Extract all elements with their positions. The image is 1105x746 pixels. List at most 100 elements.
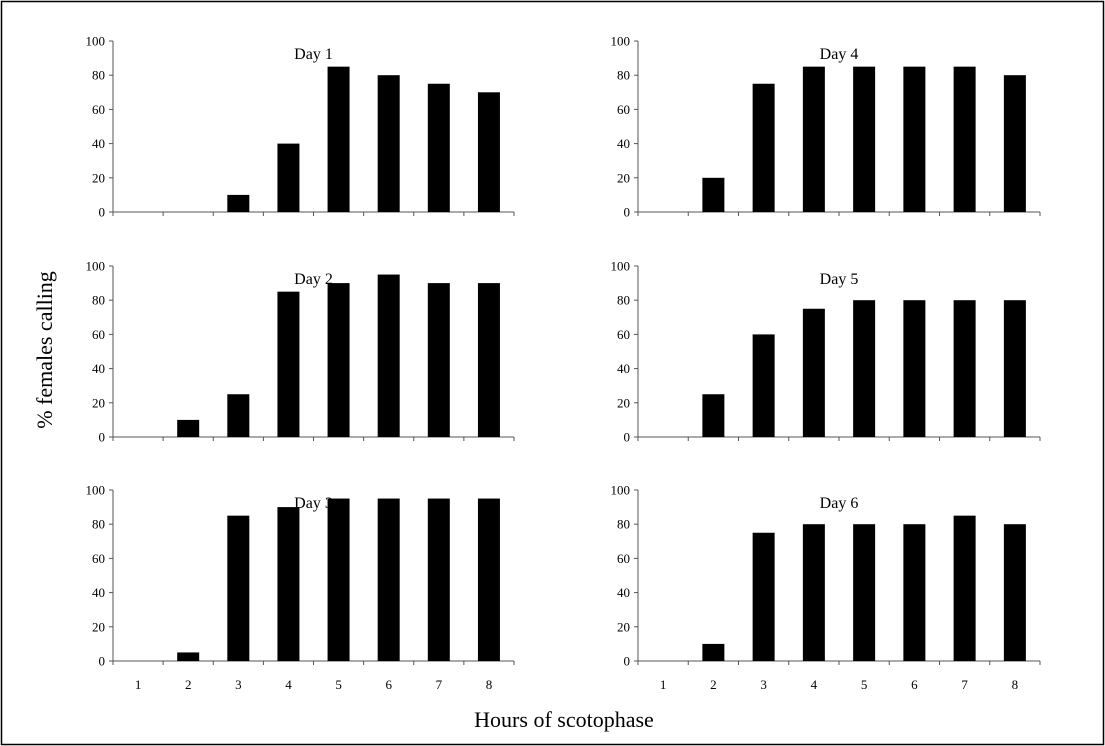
bar-8 bbox=[1003, 300, 1026, 437]
y-tick-label: 0 bbox=[99, 205, 106, 220]
y-tick-label: 0 bbox=[99, 654, 106, 669]
y-tick-label: 80 bbox=[617, 293, 630, 308]
bar-5 bbox=[853, 300, 876, 437]
y-tick-label: 20 bbox=[92, 395, 105, 410]
y-tick-label: 60 bbox=[617, 102, 630, 117]
bar-4 bbox=[277, 291, 300, 437]
bar-3 bbox=[227, 194, 250, 212]
bar-5 bbox=[327, 498, 350, 661]
y-tick-label: 60 bbox=[92, 327, 105, 342]
x-tick-label: 5 bbox=[861, 677, 868, 692]
bar-5 bbox=[853, 66, 876, 213]
y-tick-label: 0 bbox=[624, 205, 631, 220]
bar-3 bbox=[227, 515, 250, 661]
bar-4 bbox=[802, 524, 825, 661]
bar-5 bbox=[327, 66, 350, 213]
y-tick-label: 100 bbox=[611, 483, 631, 498]
bar-6 bbox=[903, 300, 926, 437]
bar-8 bbox=[477, 498, 500, 661]
bar-7 bbox=[427, 83, 450, 212]
y-tick-label: 80 bbox=[92, 68, 105, 83]
y-tick-label: 40 bbox=[617, 136, 630, 151]
bar-6 bbox=[377, 274, 400, 437]
x-tick-label: 4 bbox=[285, 677, 292, 692]
y-tick-label: 100 bbox=[611, 259, 631, 274]
bar-3 bbox=[752, 532, 775, 661]
bar-7 bbox=[953, 515, 976, 661]
panel-3: 0 20 40 60 80 100 Day 2 bbox=[86, 259, 515, 445]
y-tick-label: 80 bbox=[92, 517, 105, 532]
panel-title: Day 6 bbox=[820, 495, 859, 512]
y-tick-label: 100 bbox=[86, 483, 106, 498]
bar-4 bbox=[802, 66, 825, 213]
y-tick-label: 40 bbox=[92, 585, 105, 600]
panel-title: Day 5 bbox=[820, 271, 859, 288]
bar-2 bbox=[702, 394, 725, 437]
x-tick-label: 3 bbox=[235, 677, 242, 692]
bar-4 bbox=[277, 143, 300, 212]
y-tick-label: 20 bbox=[617, 619, 630, 634]
y-tick-label: 80 bbox=[617, 517, 630, 532]
y-tick-label: 40 bbox=[617, 361, 630, 376]
y-tick-label: 60 bbox=[92, 102, 105, 117]
panel-title: Day 2 bbox=[294, 271, 333, 288]
y-tick-label: 80 bbox=[617, 68, 630, 83]
x-tick-label: 8 bbox=[1012, 677, 1019, 692]
panel-6: 0 20 40 60 80 100 1 2 3 4 5 6 7 8 Day 6 bbox=[611, 483, 1041, 692]
y-tick-label: 80 bbox=[92, 293, 105, 308]
bar-8 bbox=[477, 283, 500, 437]
panel-2: 0 20 40 60 80 100 Day 4 bbox=[611, 34, 1041, 220]
bar-6 bbox=[377, 75, 400, 212]
bar-8 bbox=[1003, 524, 1026, 661]
bar-2 bbox=[177, 419, 200, 437]
y-tick-label: 0 bbox=[624, 430, 631, 445]
x-axis-title: Hours of scotophase bbox=[474, 707, 654, 732]
bar-2 bbox=[177, 652, 200, 661]
y-tick-label: 60 bbox=[617, 551, 630, 566]
bar-6 bbox=[903, 66, 926, 213]
x-tick-label: 6 bbox=[911, 677, 918, 692]
y-tick-label: 40 bbox=[92, 136, 105, 151]
bar-6 bbox=[377, 498, 400, 661]
bar-5 bbox=[853, 524, 876, 661]
y-tick-label: 0 bbox=[99, 430, 106, 445]
y-tick-label: 40 bbox=[92, 361, 105, 376]
y-tick-label: 100 bbox=[611, 34, 631, 49]
panel-1: 0 20 40 60 80 100 Day 1 bbox=[86, 34, 515, 220]
bar-2 bbox=[702, 643, 725, 661]
bar-3 bbox=[227, 394, 250, 437]
x-tick-label: 2 bbox=[710, 677, 717, 692]
panel-title: Day 1 bbox=[294, 46, 333, 63]
x-tick-label: 7 bbox=[436, 677, 443, 692]
bar-7 bbox=[953, 300, 976, 437]
y-axis-title: % females calling bbox=[32, 271, 57, 429]
y-tick-label: 100 bbox=[86, 34, 106, 49]
bar-3 bbox=[752, 83, 775, 212]
y-tick-label: 0 bbox=[624, 654, 631, 669]
panel-title: Day 3 bbox=[294, 495, 333, 512]
y-tick-label: 100 bbox=[86, 259, 106, 274]
x-tick-label: 8 bbox=[486, 677, 493, 692]
bar-3 bbox=[752, 334, 775, 437]
y-tick-label: 60 bbox=[617, 327, 630, 342]
x-tick-label: 1 bbox=[135, 677, 142, 692]
bar-7 bbox=[953, 66, 976, 213]
bar-7 bbox=[427, 283, 450, 437]
panel-5: 0 20 40 60 80 100 1 2 3 4 5 6 7 8 Day 3 bbox=[86, 483, 515, 692]
bar-4 bbox=[802, 308, 825, 437]
y-tick-label: 20 bbox=[92, 170, 105, 185]
y-tick-label: 20 bbox=[92, 619, 105, 634]
x-tick-label: 3 bbox=[760, 677, 767, 692]
x-tick-label: 7 bbox=[961, 677, 968, 692]
x-tick-label: 5 bbox=[335, 677, 342, 692]
bar-6 bbox=[903, 524, 926, 661]
bar-7 bbox=[427, 498, 450, 661]
x-tick-label: 1 bbox=[660, 677, 667, 692]
bar-8 bbox=[477, 92, 500, 212]
bar-5 bbox=[327, 283, 350, 437]
panel-title: Day 4 bbox=[820, 46, 859, 63]
bar-4 bbox=[277, 507, 300, 661]
